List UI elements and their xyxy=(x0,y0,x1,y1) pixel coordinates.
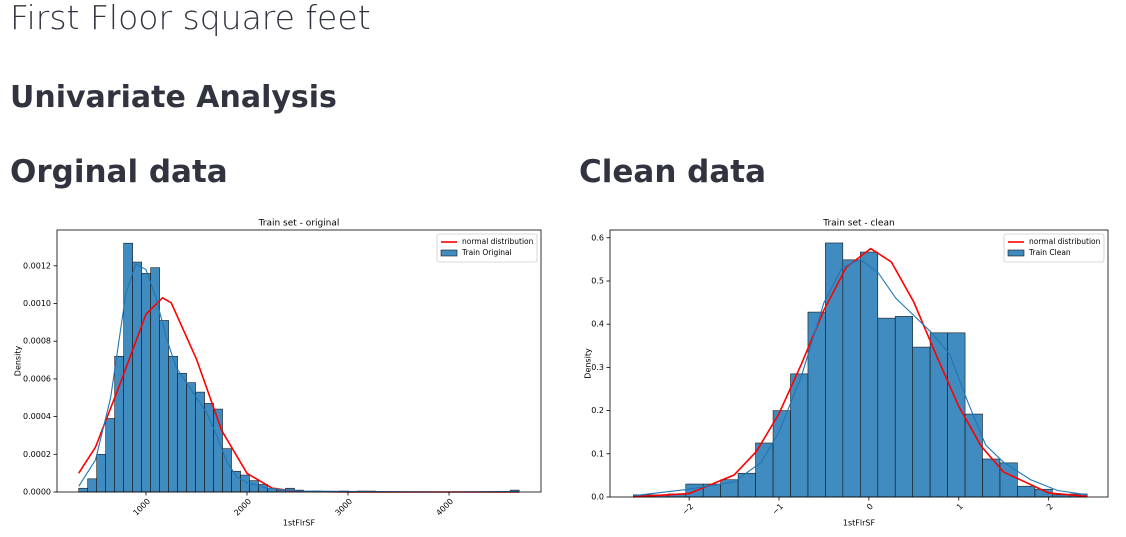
bar xyxy=(825,242,844,498)
bar xyxy=(842,259,861,498)
y-tick-label: 0.0 xyxy=(591,493,604,502)
plot-frame xyxy=(609,229,1109,498)
x-axis-label: 1stFlrSF xyxy=(843,519,876,528)
bar xyxy=(249,480,259,493)
x-tick-label: 3000 xyxy=(333,497,354,518)
x-tick-label: 2000 xyxy=(232,497,253,518)
bar xyxy=(141,273,151,493)
x-tick-label: 4000 xyxy=(434,497,455,518)
legend-swatch xyxy=(1007,249,1025,257)
column-heading: Clean data xyxy=(579,154,767,190)
y-axis-label: Density xyxy=(14,346,23,377)
bar xyxy=(204,403,214,493)
y-axis-label: Density xyxy=(584,348,593,379)
bar xyxy=(186,382,196,493)
x-tick-label: −1 xyxy=(770,502,785,517)
y-tick-label: 0.4 xyxy=(591,320,604,329)
y-tick-label: 0.0000 xyxy=(23,488,51,497)
bar xyxy=(105,418,115,493)
y-tick-label: 0.0006 xyxy=(23,374,51,383)
y-tick-label: 0.0002 xyxy=(23,450,51,459)
chart-title: Train set - clean xyxy=(822,219,894,229)
chart-title: Train set - original xyxy=(258,219,340,229)
legend-label: Train Clean xyxy=(1028,248,1071,257)
bar xyxy=(96,454,106,493)
bar xyxy=(790,373,809,498)
y-tick-label: 0.0010 xyxy=(23,299,51,308)
bar xyxy=(860,251,879,498)
y-tick-label: 0.0008 xyxy=(23,337,51,346)
page-title: First Floor square feet xyxy=(10,0,371,37)
column-heading: Orginal data xyxy=(10,154,228,190)
x-tick-label: 1 xyxy=(955,502,965,512)
bar xyxy=(947,332,966,498)
y-tick-label: 0.0012 xyxy=(23,261,51,270)
legend-swatch xyxy=(440,249,458,257)
y-tick-label: 0.5 xyxy=(591,276,604,285)
y-tick-label: 0.0004 xyxy=(23,412,51,421)
plot-frame xyxy=(56,229,542,493)
bar xyxy=(929,332,948,498)
legend-label: Train Original xyxy=(461,248,512,257)
legend xyxy=(436,233,538,263)
bar xyxy=(87,478,97,493)
bar xyxy=(231,470,241,493)
bar xyxy=(159,320,169,493)
bar xyxy=(999,462,1018,498)
bar xyxy=(894,316,913,498)
bar xyxy=(807,311,826,498)
legend-label: normal distribution xyxy=(1029,237,1101,246)
y-tick-label: 0.3 xyxy=(591,363,604,372)
bar xyxy=(177,372,187,493)
bar xyxy=(1017,485,1036,498)
y-tick-label: 0.2 xyxy=(591,406,604,415)
bar xyxy=(755,442,774,498)
legend xyxy=(1003,233,1105,263)
bar xyxy=(912,346,931,498)
subheader: Univariate Analysis xyxy=(10,80,337,115)
line xyxy=(633,247,1088,498)
x-tick-label: −2 xyxy=(681,502,696,517)
bar xyxy=(240,474,250,493)
bar xyxy=(132,261,142,493)
y-tick-label: 0.1 xyxy=(591,449,604,458)
x-tick-label: 0 xyxy=(865,502,875,512)
bar xyxy=(964,413,983,498)
bar xyxy=(168,355,178,493)
line xyxy=(633,258,1088,497)
line xyxy=(78,263,519,493)
x-tick-label: 2 xyxy=(1045,502,1055,512)
bar xyxy=(877,317,896,498)
legend-label: normal distribution xyxy=(462,237,534,246)
x-tick-label: 1000 xyxy=(131,497,152,518)
bar xyxy=(123,242,133,493)
x-axis-label: 1stFlrSF xyxy=(283,519,316,528)
y-tick-label: 0.6 xyxy=(591,233,604,242)
bar xyxy=(78,487,89,493)
bar xyxy=(772,410,791,498)
